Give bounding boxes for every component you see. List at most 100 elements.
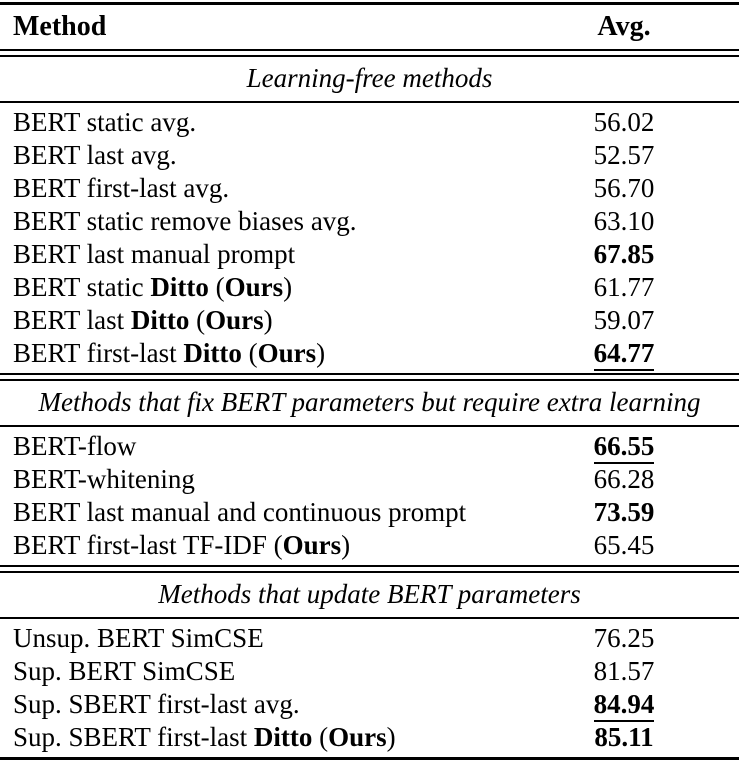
header-divider-rule	[0, 49, 739, 57]
avg-cell: 84.94	[509, 688, 739, 722]
avg-cell: 73.59	[509, 496, 739, 529]
avg-cell: 64.77	[509, 337, 739, 371]
avg-cell: 56.70	[509, 172, 739, 205]
method-text: BERT first-last	[13, 338, 184, 368]
method-text-bold: Ditto	[253, 722, 313, 752]
avg-value: 65.45	[593, 530, 655, 560]
method-text: BERT last avg.	[13, 140, 177, 170]
section-rows: BERT static avg. 56.02 BERT last avg. 52.57…	[0, 103, 739, 373]
section-divider-rule	[0, 373, 739, 381]
section-rows: Unsup. BERT SimCSE 76.25 Sup. BERT SimCSE 8…	[0, 619, 739, 757]
table-row: BERT static avg. 56.02	[0, 106, 739, 139]
method-text: BERT-flow	[13, 431, 137, 461]
avg-value: 66.55	[593, 431, 655, 464]
table-row: BERT static Ditto (Ours) 61.77	[0, 271, 739, 304]
method-cell: BERT last manual prompt	[0, 238, 509, 271]
method-cell: BERT static Ditto (Ours)	[0, 271, 509, 304]
avg-cell: 76.25	[509, 622, 739, 655]
avg-value: 52.57	[593, 140, 655, 170]
method-cell: BERT last avg.	[0, 139, 509, 172]
avg-value: 64.77	[593, 338, 655, 371]
method-text: )	[263, 305, 273, 335]
avg-cell: 61.77	[509, 271, 739, 304]
method-cell: BERT first-last TF-IDF (Ours)	[0, 529, 509, 562]
table-row: BERT first-last TF-IDF (Ours) 65.45	[0, 529, 739, 562]
method-cell: BERT static avg.	[0, 106, 509, 139]
avg-value: 84.94	[593, 689, 655, 722]
table-row: Sup. SBERT first-last Ditto (Ours) 85.11	[0, 721, 739, 754]
method-text: (	[189, 305, 206, 335]
avg-column-header: Avg.	[597, 11, 651, 42]
method-cell: BERT last manual and continuous prompt	[0, 496, 509, 529]
avg-value: 73.59	[593, 497, 655, 527]
method-text-bold: Ours	[282, 530, 342, 560]
method-text-bold: Ditto	[150, 272, 209, 302]
method-text: (	[312, 722, 329, 752]
method-text: BERT last manual prompt	[13, 239, 296, 269]
avg-cell: 59.07	[509, 304, 739, 337]
method-text: Sup. SBERT first-last	[13, 722, 254, 752]
table-row: BERT first-last Ditto (Ours) 64.77	[0, 337, 739, 371]
avg-value: 67.85	[593, 239, 655, 269]
avg-cell: 65.45	[509, 529, 739, 562]
avg-cell: 67.85	[509, 238, 739, 271]
bottom-rule	[0, 757, 739, 760]
method-text: BERT static avg.	[13, 107, 197, 137]
avg-cell: 52.57	[509, 139, 739, 172]
method-text: BERT last	[13, 305, 131, 335]
method-text-bold: Ours	[205, 305, 264, 335]
avg-value: 63.10	[593, 206, 655, 236]
section-rule	[0, 617, 739, 619]
avg-value: 59.07	[593, 305, 655, 335]
avg-value: 56.02	[593, 107, 655, 137]
avg-cell: 56.02	[509, 106, 739, 139]
method-text-bold: Ours	[257, 338, 317, 368]
method-cell: Sup. BERT SimCSE	[0, 655, 509, 688]
method-text: BERT last manual and continuous prompt	[13, 497, 467, 527]
avg-value: 85.11	[594, 722, 654, 752]
section-rule	[0, 425, 739, 427]
method-text: BERT-whitening	[13, 464, 195, 494]
section-divider-rule	[0, 565, 739, 573]
section-rows: BERT-flow 66.55 BERT-whitening 66.28 BERT la…	[0, 427, 739, 565]
method-cell: Sup. SBERT first-last avg.	[0, 688, 509, 721]
method-cell: BERT first-last avg.	[0, 172, 509, 205]
section-title: Methods that update BERT parameters	[158, 579, 581, 609]
table-row: BERT-flow 66.55	[0, 430, 739, 464]
method-text: Sup. SBERT first-last avg.	[13, 689, 300, 719]
table-row: BERT static remove biases avg. 63.10	[0, 205, 739, 238]
avg-cell: 63.10	[509, 205, 739, 238]
method-cell: BERT-whitening	[0, 463, 509, 496]
method-cell: BERT-flow	[0, 430, 509, 463]
method-text: )	[341, 530, 351, 560]
method-text: BERT first-last TF-IDF (	[13, 530, 283, 560]
avg-value: 76.25	[593, 623, 655, 653]
table-row: Unsup. BERT SimCSE 76.25	[0, 622, 739, 655]
method-text: (	[208, 272, 225, 302]
table-sections: Learning-free methods BERT static avg. 56.…	[0, 57, 739, 757]
avg-cell: 81.57	[509, 655, 739, 688]
table-row: Sup. BERT SimCSE 81.57	[0, 655, 739, 688]
avg-value: 56.70	[593, 173, 655, 203]
avg-cell: 85.11	[509, 721, 739, 754]
avg-cell: 66.55	[509, 430, 739, 464]
method-text: BERT static remove biases avg.	[13, 206, 357, 236]
method-column-header: Method	[13, 11, 107, 42]
table-row: BERT-whitening 66.28	[0, 463, 739, 496]
section-title: Methods that fix BERT parameters but req…	[38, 387, 701, 417]
section-rule	[0, 101, 739, 103]
method-text-bold: Ditto	[130, 305, 190, 335]
method-text: BERT first-last avg.	[13, 173, 230, 203]
table-header-row: Method Avg.	[0, 5, 739, 49]
method-text: BERT static	[13, 272, 151, 302]
method-text: (	[241, 338, 258, 368]
method-cell: Sup. SBERT first-last Ditto (Ours)	[0, 721, 509, 754]
section-title: Learning-free methods	[246, 63, 493, 93]
table-row: BERT last manual and continuous prompt 73…	[0, 496, 739, 529]
avg-value: 61.77	[593, 272, 655, 302]
avg-cell: 66.28	[509, 463, 739, 496]
table-row: BERT last manual prompt 67.85	[0, 238, 739, 271]
method-cell: BERT static remove biases avg.	[0, 205, 509, 238]
method-text: Unsup. BERT SimCSE	[13, 623, 264, 653]
